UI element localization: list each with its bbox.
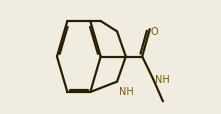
Text: NH: NH [119,86,134,96]
Text: O: O [151,27,158,37]
Text: NH: NH [155,74,170,84]
